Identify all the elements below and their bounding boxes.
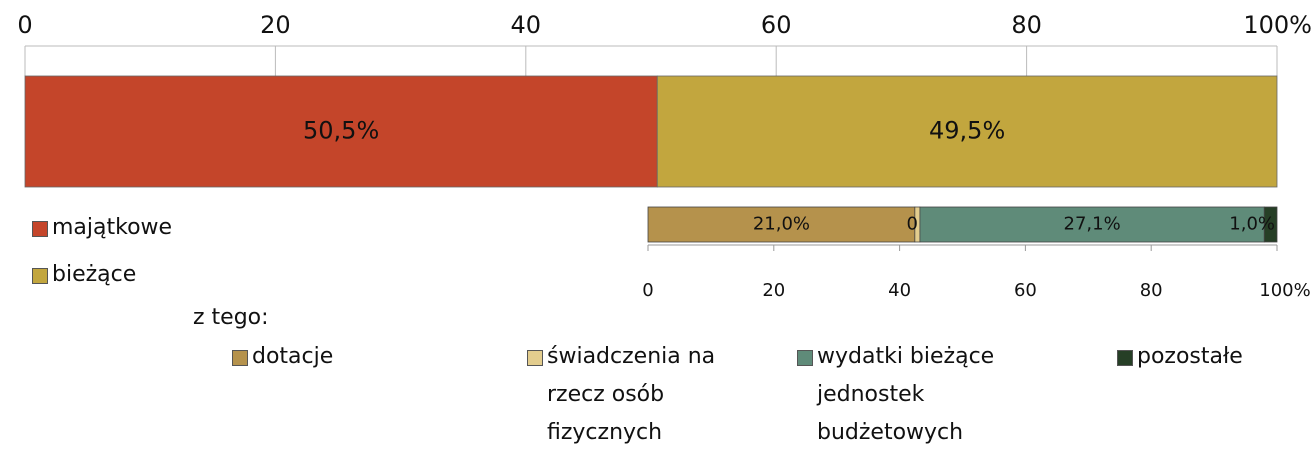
legend-label: dotacje xyxy=(252,344,334,369)
legend-item: bieżące xyxy=(32,256,136,294)
bar-segment xyxy=(656,75,1278,188)
data-label: 1,0% xyxy=(1229,214,1275,235)
x-tick-label: 40 xyxy=(888,280,911,301)
bar-segment xyxy=(919,206,1265,243)
legend-item: świadczenia na rzecz osób fizycznych xyxy=(527,338,737,452)
x-tick-label: 80 xyxy=(1140,280,1163,301)
data-label: 50,5% xyxy=(303,117,379,145)
legend-swatch xyxy=(1117,350,1133,366)
data-label: 21,0% xyxy=(753,214,810,235)
legend-title: z tego: xyxy=(193,305,269,330)
legend-swatch xyxy=(797,350,813,366)
legend-label: majątkowe xyxy=(52,215,173,240)
legend-label: świadczenia na rzecz osób fizycznych xyxy=(547,344,716,445)
data-label: 49,5% xyxy=(929,117,1005,145)
x-tick-label: 20 xyxy=(260,11,291,39)
legend-item: majątkowe xyxy=(32,209,172,247)
bar-segment xyxy=(1263,206,1278,243)
legend-swatch xyxy=(527,350,543,366)
legend-label: wydatki bieżące jednostek budżetowych xyxy=(817,344,995,445)
legend-label: pozostałe xyxy=(1137,344,1243,369)
x-tick-label: 100% xyxy=(1243,11,1312,39)
x-tick-label: 60 xyxy=(761,11,792,39)
legend-label: bieżące xyxy=(52,262,137,287)
legend-swatch xyxy=(232,350,248,366)
legend-item: dotacje xyxy=(232,338,333,376)
legend-item: pozostałe xyxy=(1117,338,1243,376)
legend-item: wydatki bieżące jednostek budżetowych xyxy=(797,338,1037,452)
x-tick-label: 20 xyxy=(762,280,785,301)
x-tick-label: 100% xyxy=(1259,280,1310,301)
x-tick-label: 0 xyxy=(17,11,32,39)
legend-swatch xyxy=(32,221,48,237)
x-tick-label: 60 xyxy=(1014,280,1037,301)
data-label: 27,1% xyxy=(1064,214,1121,235)
x-tick-label: 40 xyxy=(511,11,542,39)
x-tick-label: 0 xyxy=(642,280,653,301)
bar-segment xyxy=(24,75,658,188)
bar-segment xyxy=(647,206,916,243)
legend-swatch xyxy=(32,268,48,284)
x-tick-label: 80 xyxy=(1011,11,1042,39)
